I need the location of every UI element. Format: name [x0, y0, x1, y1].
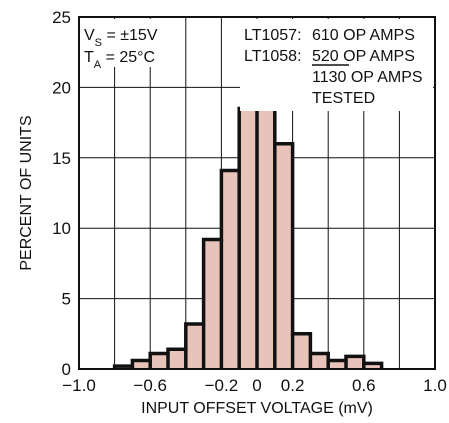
lt1058-value: 520 OP AMPS: [312, 48, 415, 65]
lt1058-label: LT1058:: [244, 48, 302, 65]
x-tick-label: −0.6: [133, 376, 167, 395]
y-tick-label: 15: [52, 149, 71, 168]
histogram-bar: [132, 360, 151, 369]
histogram-bar: [292, 333, 311, 369]
histogram-bar: [185, 323, 204, 369]
histogram-bar: [168, 349, 186, 369]
x-tick-label: 1.0: [423, 376, 447, 395]
histogram-bar: [221, 170, 240, 369]
x-tick-label: 0: [252, 376, 261, 395]
x-tick-label: −0.2: [205, 376, 239, 395]
histogram-bar: [239, 108, 257, 370]
plot-frame: [78, 16, 436, 370]
y-tick-label: 20: [52, 78, 71, 97]
tested-label: TESTED: [312, 90, 375, 107]
total-value: 1130 OP AMPS: [312, 69, 423, 86]
histogram-bar: [328, 360, 346, 369]
y-tick-label: 25: [52, 8, 71, 27]
x-tick-label: 0.6: [352, 376, 376, 395]
lt1057-label: LT1057:: [244, 27, 302, 44]
y-tick-label: 10: [52, 219, 71, 238]
histogram-bar: [363, 363, 382, 369]
conditions-box: [81, 19, 173, 67]
x-tick-label: 0.2: [281, 376, 305, 395]
histogram-bar: [150, 353, 168, 369]
ambient-temp-label: TA = 25°C: [84, 49, 155, 71]
histogram-bar: [310, 353, 329, 369]
y-tick-label: 5: [62, 290, 71, 309]
histogram-bar: [257, 70, 275, 369]
x-tick-labels: −1.0 −0.6 −0.2 0 0.2 0.6 1.0: [62, 376, 447, 395]
histogram-bars: [114, 70, 382, 370]
y-tick-label: 0: [62, 360, 71, 379]
supply-voltage-label: VS = ±15V: [84, 27, 158, 49]
x-tick-label: −1.0: [62, 376, 96, 395]
x-axis-title: INPUT OFFSET VOLTAGE (mV): [141, 400, 373, 417]
histogram-bar: [203, 239, 222, 369]
histogram-bar: [346, 356, 364, 369]
y-axis-title: PERCENT OF UNITS: [18, 115, 35, 270]
histogram-bar: [274, 143, 293, 369]
lt1057-value: 610 OP AMPS: [312, 27, 415, 44]
y-tick-labels: 0 5 10 15 20 25: [52, 8, 71, 379]
